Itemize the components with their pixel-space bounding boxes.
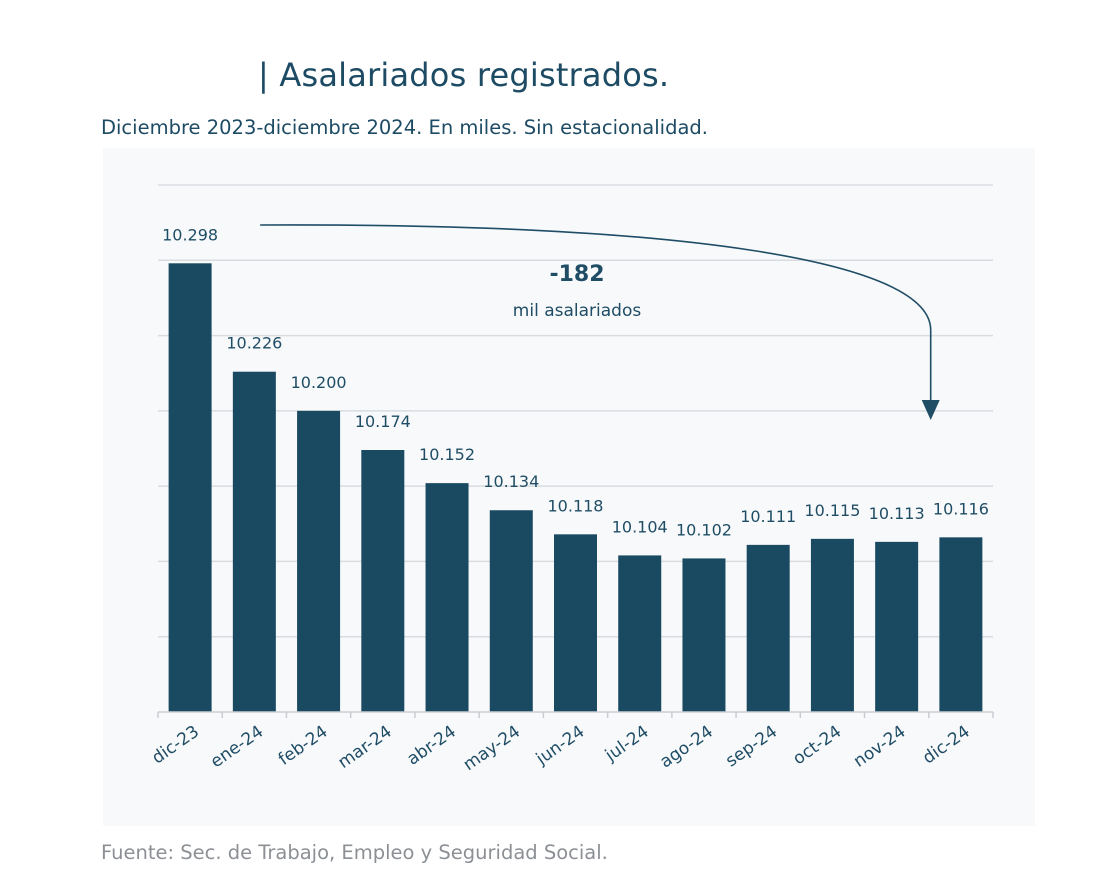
value-label-may-24: 10.134 [483,472,539,491]
bar-mar-24 [361,450,405,712]
x-axis [157,711,994,718]
value-label-ene-24: 10.226 [226,334,282,353]
bar-jul-24 [618,555,662,712]
tick-label-jun-24: jun-24 [532,722,589,770]
tick-label-nov-24: nov-24 [850,722,909,772]
arrowhead-icon [921,400,940,420]
value-label-mar-24: 10.174 [355,412,411,431]
tick-label-may-24: may-24 [460,722,524,775]
tick-label-dic-23: dic-23 [148,722,203,769]
tick-label-oct-24: oct-24 [789,722,845,769]
bar-oct-24 [810,538,854,712]
tick-label-jul-24: jul-24 [601,722,653,766]
value-labels: 10.298 10.226 10.200 10.174 10.152 10.134 10.1… [162,225,989,539]
tick-label-mar-24: mar-24 [335,722,396,773]
value-label-ago-24: 10.102 [676,520,732,539]
bar-dic-24 [939,537,983,712]
source-note: Fuente: Sec. de Trabajo, Empleo y Seguri… [101,841,608,864]
value-label-sep-24: 10.111 [740,507,796,526]
bar-chart: 10.298 10.226 10.200 10.174 10.152 10.134 10.1… [148,184,994,775]
x-tick-labels: dic-23 ene-24 feb-24 mar-24 abr-24 may-24 jun-… [148,722,973,775]
tick-label-dic-24: dic-24 [919,722,974,769]
change-arrow [260,224,932,400]
bar-sep-24 [746,544,790,712]
bar-jun-24 [554,534,597,712]
bar-dic-23 [168,263,212,712]
bars [168,263,983,712]
tick-label-feb-24: feb-24 [275,722,332,770]
value-label-feb-24: 10.200 [291,373,347,392]
tick-label-ene-24: ene-24 [207,722,267,772]
value-label-jul-24: 10.104 [612,517,668,536]
tick-label-abr-24: abr-24 [403,722,459,770]
value-label-abr-24: 10.152 [419,445,475,464]
bar-may-24 [489,510,533,712]
tick-label-ago-24: ago-24 [656,722,716,773]
change-value: -182 [549,262,604,287]
bar-ago-24 [682,558,726,712]
bar-ene-24 [232,371,276,712]
bar-abr-24 [425,483,469,712]
bar-feb-24 [297,410,341,712]
value-label-nov-24: 10.113 [869,504,925,523]
tick-label-sep-24: sep-24 [722,722,781,772]
value-label-oct-24: 10.115 [804,501,860,520]
change-annotation: -182 mil asalariados [260,224,940,420]
value-label-dic-23: 10.298 [162,225,218,244]
chart-title: | Asalariados registrados. [258,56,670,94]
bar-nov-24 [875,541,919,712]
plot-panel: 10.298 10.226 10.200 10.174 10.152 10.134 10.1… [103,148,1035,826]
value-label-jun-24: 10.118 [548,496,604,515]
chart-subtitle: Diciembre 2023-diciembre 2024. En miles.… [101,116,708,139]
change-text: mil asalariados [513,301,642,321]
value-label-dic-24: 10.116 [933,499,989,518]
